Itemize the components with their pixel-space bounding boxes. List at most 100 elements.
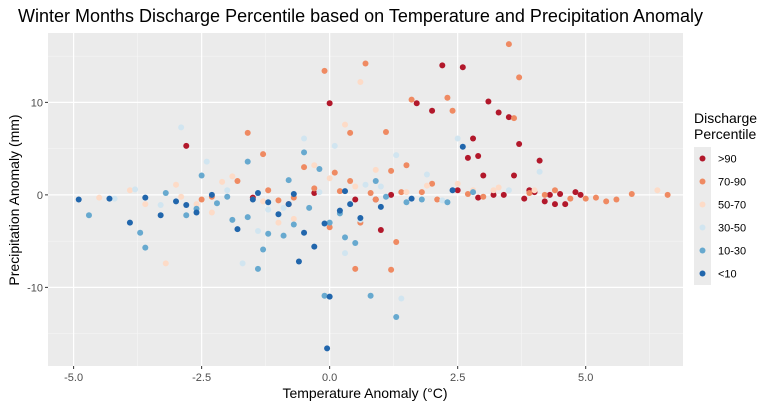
point-series-1 — [664, 191, 671, 198]
point-series-0 — [475, 153, 482, 160]
point-series-3 — [454, 135, 461, 142]
point-series-2 — [342, 121, 349, 128]
point-series-1 — [398, 189, 405, 196]
point-series-3 — [265, 206, 272, 213]
point-series-2 — [326, 175, 333, 182]
point-series-5 — [321, 220, 328, 227]
point-series-2 — [219, 178, 226, 185]
point-series-1 — [551, 187, 558, 194]
point-series-1 — [403, 162, 410, 169]
x-tick-label: 2.5 — [450, 372, 465, 384]
point-series-5 — [336, 207, 343, 214]
point-series-5 — [326, 293, 333, 300]
point-series-3 — [393, 152, 400, 159]
point-series-5 — [285, 201, 292, 208]
legend-key-swatch — [699, 178, 706, 185]
point-series-1 — [541, 191, 548, 198]
point-series-5 — [208, 191, 215, 198]
x-axis-ticks: -5.0 -2.5 0.0 2.5 5.0 — [64, 366, 593, 384]
point-series-0 — [562, 201, 569, 208]
point-series-1 — [275, 197, 282, 204]
point-series-4 — [85, 212, 92, 219]
point-series-1 — [234, 178, 241, 184]
point-series-4 — [229, 216, 236, 223]
legend-label: 30-50 — [718, 223, 746, 235]
point-series-1 — [582, 195, 589, 202]
x-axis-title: Temperature Anomaly (°C) — [282, 385, 447, 401]
point-series-1 — [362, 60, 369, 67]
point-series-1 — [408, 96, 415, 103]
point-series-2 — [142, 201, 149, 208]
point-series-4 — [244, 158, 251, 165]
point-series-4 — [244, 214, 251, 221]
point-series-4 — [265, 230, 272, 237]
point-series-4 — [470, 189, 477, 196]
point-series-2 — [352, 183, 359, 190]
point-series-3 — [342, 250, 349, 257]
point-series-2 — [96, 194, 103, 201]
point-series-5 — [377, 203, 384, 210]
point-series-2 — [275, 219, 282, 226]
point-series-5 — [157, 212, 164, 219]
point-series-4 — [352, 239, 359, 246]
point-series-3 — [111, 195, 118, 202]
point-series-2 — [423, 182, 430, 189]
point-series-1 — [347, 178, 354, 184]
point-series-4 — [285, 177, 292, 184]
point-series-1 — [198, 196, 205, 203]
point-series-2 — [173, 181, 180, 188]
point-series-5 — [342, 188, 349, 195]
point-series-0 — [546, 191, 553, 198]
point-series-1 — [603, 198, 610, 205]
point-series-0 — [475, 194, 482, 201]
point-series-2 — [654, 187, 661, 194]
point-series-5 — [275, 211, 282, 218]
point-series-2 — [126, 187, 133, 194]
point-series-2 — [229, 173, 236, 180]
point-series-1 — [449, 107, 456, 114]
point-series-1 — [260, 151, 267, 158]
point-series-3 — [132, 186, 139, 193]
point-series-0 — [413, 100, 420, 107]
point-series-4 — [137, 229, 144, 236]
point-series-1 — [526, 190, 533, 197]
point-series-0 — [495, 109, 502, 116]
point-series-2 — [260, 198, 267, 205]
point-series-0 — [541, 198, 548, 205]
point-series-3 — [316, 189, 323, 196]
point-series-3 — [203, 158, 210, 165]
point-series-0 — [459, 64, 466, 71]
point-series-3 — [362, 181, 369, 188]
point-series-1 — [311, 185, 318, 192]
point-series-4 — [162, 190, 169, 197]
point-series-4 — [260, 246, 267, 253]
point-series-3 — [505, 187, 512, 194]
point-series-3 — [331, 142, 338, 149]
point-series-0 — [505, 114, 512, 121]
point-series-5 — [311, 243, 318, 250]
point-series-5 — [183, 202, 190, 209]
point-series-1 — [382, 128, 389, 135]
point-series-5 — [295, 258, 302, 265]
point-series-4 — [301, 149, 308, 156]
point-series-3 — [157, 202, 164, 209]
legend-label: <10 — [718, 269, 737, 281]
point-series-0 — [521, 195, 528, 202]
legend-label: >90 — [718, 154, 737, 166]
y-tick-label: 0 — [37, 190, 43, 202]
point-series-0 — [470, 135, 477, 142]
point-series-1 — [418, 189, 425, 196]
point-series-4 — [316, 165, 323, 172]
point-series-4 — [418, 196, 425, 203]
point-series-2 — [357, 79, 364, 86]
point-series-5 — [357, 215, 364, 221]
x-tick-label: 5.0 — [578, 372, 593, 384]
point-series-5 — [459, 143, 466, 150]
point-series-0 — [464, 154, 471, 161]
point-series-4 — [342, 234, 349, 241]
point-series-1 — [429, 180, 436, 187]
point-series-0 — [454, 187, 461, 194]
chart-title: Winter Months Discharge Percentile based… — [18, 6, 703, 26]
point-series-4 — [382, 193, 389, 200]
